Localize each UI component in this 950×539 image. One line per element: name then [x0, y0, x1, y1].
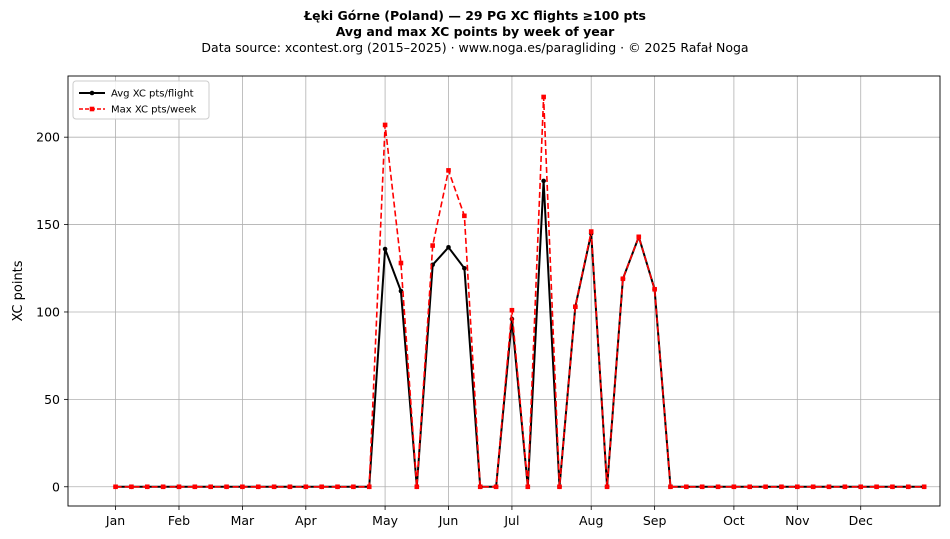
x-tick-label: Nov	[785, 513, 810, 528]
legend-marker-circle	[89, 90, 95, 96]
data-point-max	[160, 484, 166, 490]
data-point-max	[890, 484, 895, 490]
data-point-max	[810, 484, 816, 490]
legend-label-0: Avg XC pts/flight	[111, 89, 194, 100]
data-point-max	[636, 234, 642, 240]
data-point-max	[684, 484, 689, 490]
x-tick-label: May	[372, 513, 398, 528]
chart-title-block: Łęki Górne (Poland) — 29 PG XC flights ≥…	[0, 8, 950, 56]
data-point-max	[477, 484, 483, 490]
x-tick-label: Mar	[231, 513, 255, 528]
x-tick-label: Sep	[643, 513, 667, 528]
x-tick-label: Jun	[438, 513, 459, 528]
data-point-max	[779, 484, 784, 490]
data-point-avg	[382, 246, 388, 252]
chart-title: Łęki Górne (Poland) — 29 PG XC flights ≥…	[304, 8, 646, 23]
data-point-max	[493, 484, 499, 490]
data-point-max	[573, 304, 578, 310]
data-point-max	[731, 484, 737, 490]
data-point-max	[620, 276, 626, 282]
chart-source-note: Data source: xcontest.org (2015–2025) · …	[201, 40, 749, 55]
data-point-max	[588, 229, 594, 234]
data-point-max	[652, 286, 657, 292]
data-point-max	[763, 484, 768, 490]
data-point-max	[398, 260, 404, 266]
data-point-max	[414, 484, 420, 490]
legend-box	[72, 80, 210, 120]
y-tick-label: 50	[44, 392, 60, 407]
data-point-max	[826, 484, 832, 490]
data-point-max	[842, 484, 848, 490]
legend-label-1: Max XC pts/week	[111, 105, 196, 116]
data-point-max	[192, 484, 198, 490]
y-tick-label: 150	[36, 217, 60, 232]
data-point-max	[446, 168, 451, 173]
y-axis-label: XC points	[11, 260, 26, 321]
data-point-avg	[398, 288, 404, 294]
data-point-avg	[462, 265, 467, 271]
data-point-max	[668, 484, 673, 490]
data-point-max	[240, 484, 245, 490]
data-point-max	[858, 484, 864, 490]
data-point-max	[462, 213, 467, 219]
x-tick-label: Jul	[503, 513, 519, 528]
data-point-max	[699, 484, 705, 490]
data-point-max	[255, 484, 261, 490]
x-tick-label: Jan	[105, 513, 125, 528]
y-tick-label: 200	[36, 130, 60, 145]
data-point-max	[430, 243, 435, 248]
data-point-max	[715, 484, 721, 490]
data-point-avg	[541, 178, 546, 184]
data-point-max	[541, 94, 546, 100]
plot-frame	[67, 75, 941, 507]
data-point-max	[224, 484, 229, 490]
data-point-max	[795, 484, 800, 490]
legend: Avg XC pts/flight Max XC pts/week	[72, 80, 210, 120]
data-point-max	[747, 484, 753, 490]
data-point-max	[113, 484, 118, 490]
legend-marker-square	[89, 106, 95, 112]
x-tick-label: Feb	[168, 513, 190, 528]
data-point-max	[905, 484, 911, 490]
grid	[68, 76, 940, 506]
data-point-max	[382, 122, 388, 128]
data-point-max	[366, 484, 372, 490]
data-point-max	[176, 484, 182, 490]
x-tick-label: Aug	[579, 513, 603, 528]
data-point-max	[144, 484, 150, 490]
data-point-max	[319, 484, 324, 490]
y-tick-label: 100	[36, 304, 60, 319]
data-point-max	[303, 484, 309, 490]
x-tick-label: Dec	[849, 513, 873, 528]
series-line-1	[115, 96, 925, 488]
data-point-max	[287, 484, 293, 490]
x-tick-label: Oct	[723, 513, 745, 528]
data-point-max	[604, 484, 610, 490]
data-point-max	[557, 484, 562, 490]
data-point-max	[208, 484, 213, 490]
axis-ticks: Jan Feb Mar Apr May Jun Jul Aug Sep Oct Nov Dec 0 50 1…	[36, 130, 873, 528]
data-point-max	[129, 484, 134, 490]
chart-subtitle: Avg and max XC points by week of year	[335, 24, 615, 39]
series-layer	[113, 94, 927, 490]
data-point-max	[525, 484, 531, 490]
data-point-max	[271, 484, 277, 490]
data-point-avg	[446, 245, 451, 250]
data-point-max	[335, 484, 340, 490]
data-point-max	[351, 484, 356, 490]
data-point-max	[921, 484, 927, 490]
y-tick-label: 0	[52, 479, 60, 494]
data-point-max	[509, 307, 515, 313]
data-point-max	[874, 484, 879, 490]
series-line-0	[115, 179, 925, 488]
x-tick-label: Apr	[295, 513, 317, 528]
